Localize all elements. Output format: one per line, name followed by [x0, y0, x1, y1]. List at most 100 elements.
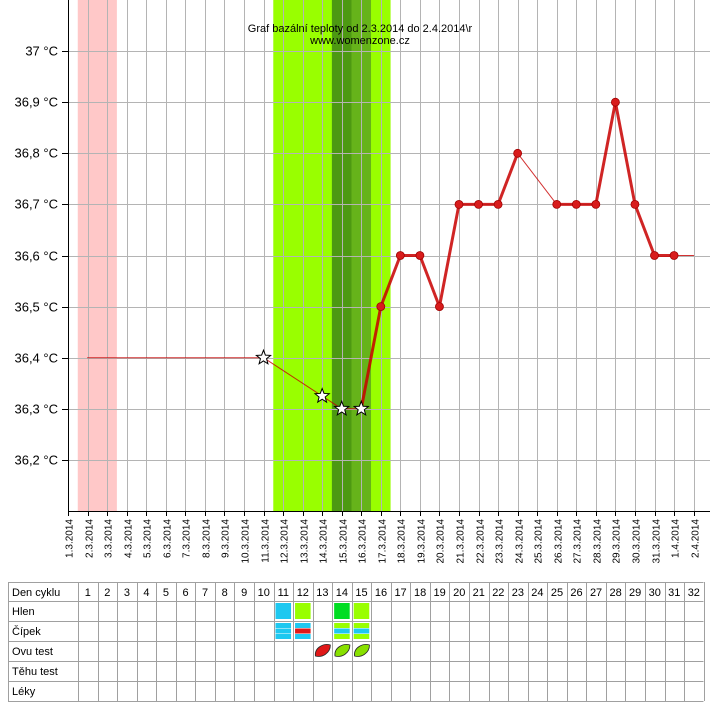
x-tick-label: 1.3.2014	[65, 519, 76, 558]
y-tick-label: 36,3 °C	[14, 402, 58, 417]
table-row-label: Léky	[12, 686, 36, 698]
ovu-test-positive-icon	[334, 644, 351, 657]
series-segment	[613, 100, 637, 206]
data-point	[630, 199, 640, 209]
data-point	[611, 97, 620, 107]
data-point	[435, 302, 444, 312]
cipek-stripe	[295, 628, 311, 634]
x-tick-label: 6.3.2014	[163, 519, 174, 558]
series-segment	[437, 202, 461, 309]
table-day-number: 8	[222, 587, 228, 599]
table-day-number: 5	[163, 587, 169, 599]
x-tick-label: 18.3.2014	[397, 519, 408, 564]
cipek-stripe	[334, 634, 350, 639]
y-tick-label: 36,9 °C	[14, 95, 58, 110]
table-day-number: 10	[258, 587, 270, 599]
series-segment	[379, 254, 402, 309]
x-tick-label: 20.3.2014	[436, 519, 447, 564]
table-day-number: 1	[85, 587, 91, 599]
data-point	[454, 199, 464, 209]
table-day-number: 24	[531, 587, 543, 599]
x-tick-label: 26.3.2014	[554, 519, 565, 564]
series-segment	[594, 100, 617, 206]
table-day-number: 3	[124, 587, 130, 599]
series-segment	[418, 254, 441, 309]
data-point	[395, 251, 405, 260]
table-day-number: 20	[453, 587, 465, 599]
x-tick-label: 4.3.2014	[124, 519, 135, 558]
x-tick-label: 7.3.2014	[182, 519, 193, 558]
y-tick-label: 36,7 °C	[14, 197, 58, 212]
table-day-number: 4	[143, 587, 149, 599]
chart-title: Graf bazální teploty od 2.3.2014 do 2.4.…	[248, 23, 473, 35]
x-tick-label: 24.3.2014	[515, 519, 526, 564]
cipek-stripe	[275, 634, 292, 639]
x-tick-label: 10.3.2014	[241, 519, 252, 564]
x-tick-label: 1.4.2014	[671, 519, 682, 558]
series-segment	[263, 357, 323, 397]
y-tick-label: 37 °C	[25, 44, 58, 59]
table-day-number: 32	[688, 587, 700, 599]
x-tick-label: 23.3.2014	[495, 519, 506, 564]
data-point	[669, 251, 679, 260]
table-day-number: 16	[375, 587, 387, 599]
table-day-number: 11	[278, 587, 289, 599]
x-tick-label: 8.3.2014	[202, 519, 213, 558]
x-tick-label: 3.3.2014	[104, 519, 115, 558]
x-tick-label: 17.3.2014	[378, 519, 389, 564]
y-tick-label: 36,5 °C	[14, 300, 58, 315]
table-day-number: 6	[182, 587, 188, 599]
data-point	[513, 148, 523, 158]
ovu-test-positive-icon	[354, 644, 370, 657]
x-tick-label: 16.3.2014	[358, 519, 369, 564]
table-day-number: 9	[241, 587, 247, 599]
x-tick-label: 19.3.2014	[417, 519, 428, 564]
table-day-number: 21	[473, 587, 485, 599]
table-day-number: 7	[202, 587, 208, 599]
cipek-stripe	[275, 623, 292, 628]
table-day-number: 29	[629, 587, 641, 599]
x-tick-label: 11.3.2014	[261, 519, 272, 563]
cipek-stripe	[334, 623, 350, 628]
table-row-label: Čípek	[12, 625, 41, 638]
x-tick-label: 2.3.2014	[85, 519, 96, 558]
x-tick-label: 22.3.2014	[476, 519, 487, 564]
cycle-table: Den cyklu 1 2 3 4 5 6 7 8 9 10 11 12 13 14 15 16 17 18 19 20…	[8, 582, 705, 702]
star-marker	[313, 387, 331, 404]
table-row-label: Ovu test	[12, 646, 53, 658]
cipek-stripe	[295, 634, 311, 639]
cipek-stripe	[295, 623, 311, 628]
y-tick-label: 36,8 °C	[14, 146, 58, 161]
x-tick-label: 14.3.2014	[319, 519, 330, 564]
hlen-cell	[334, 603, 350, 619]
table-day-number: 25	[551, 587, 563, 599]
x-tick-label: 12.3.2014	[280, 519, 291, 564]
series-segment	[496, 151, 520, 206]
x-tick-label: 25.3.2014	[534, 519, 545, 564]
data-point	[474, 199, 483, 209]
star-marker	[255, 348, 272, 365]
table-row-label: Hlen	[12, 606, 35, 618]
star-marker	[333, 399, 351, 417]
y-tick-label: 36,2 °C	[14, 453, 58, 468]
hlen-cell	[275, 603, 292, 619]
data-point	[415, 251, 425, 260]
x-tick-label: 31.3.2014	[652, 519, 663, 564]
data-point	[493, 199, 503, 209]
table-day-number: 30	[649, 587, 661, 599]
data-point	[591, 199, 601, 209]
table-day-number: 27	[590, 587, 602, 599]
data-point	[376, 302, 386, 312]
table-day-number: 2	[104, 587, 110, 599]
hlen-cell	[295, 603, 311, 619]
cipek-stripe	[353, 628, 370, 634]
ovulation-band-day	[331, 0, 352, 511]
temperature-series	[87, 97, 695, 417]
x-tick-label: 27.3.2014	[573, 519, 584, 564]
table-day-number: 26	[570, 587, 582, 599]
table-day-number: 17	[394, 587, 406, 599]
x-tick-label: 2.4.2014	[691, 519, 702, 558]
x-tick-label: 5.3.2014	[143, 519, 154, 558]
table-day-number: 15	[355, 587, 367, 599]
ovu-test-negative-icon	[314, 644, 331, 657]
